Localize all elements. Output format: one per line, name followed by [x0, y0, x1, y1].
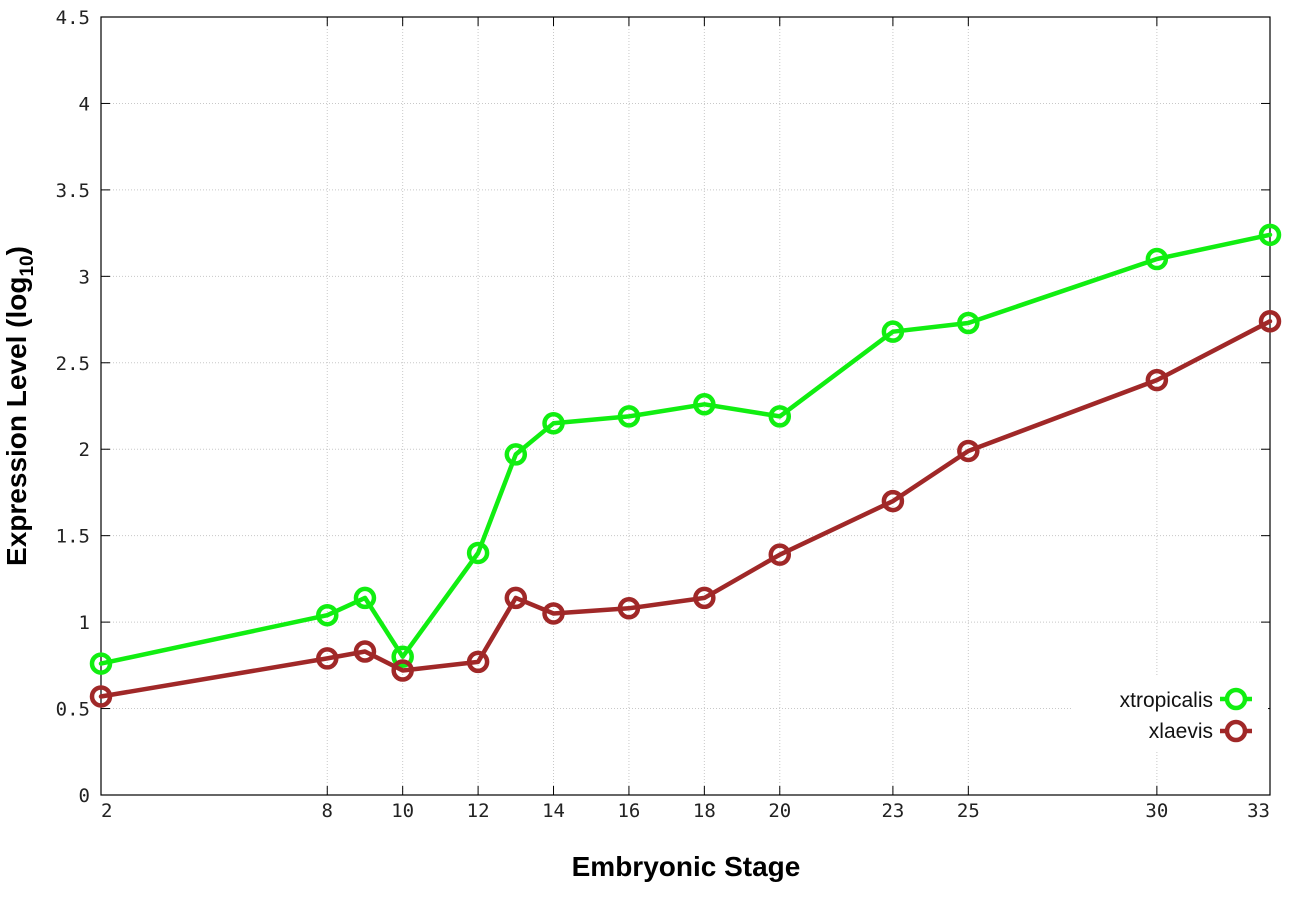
data-point-xlaevis: [617, 597, 641, 620]
y-axis-title-main: Expression Level (log: [1, 277, 32, 566]
y-tick-label: 0.5: [56, 699, 90, 721]
y-tick-label: 2: [79, 439, 90, 461]
data-point-xlaevis: [391, 659, 414, 682]
x-tick-label: 10: [391, 800, 414, 822]
y-tick-label: 1.5: [56, 526, 90, 548]
x-tick-label: 12: [467, 800, 490, 822]
y-axis-title-close: ): [1, 246, 32, 255]
x-tick-label: 25: [957, 800, 980, 822]
data-point-xlaevis: [1145, 368, 1169, 392]
y-tick-label: 1: [79, 612, 90, 634]
data-point-xtropicalis: [391, 645, 414, 668]
data-point-xlaevis: [466, 650, 490, 674]
y-axis-ticks: 0 0.5 1 1.5 2 2.5 3 3.5 4 4.5: [56, 7, 1270, 807]
x-tick-label: 14: [542, 800, 565, 822]
plot-frame: [100, 16, 1271, 796]
data-point-xtropicalis: [617, 405, 641, 428]
y-axis-title: Expression Level (log10): [1, 246, 38, 566]
x-tick-label: 18: [693, 800, 716, 822]
legend-marker-xtropicalis: [1224, 687, 1248, 711]
data-point-xtropicalis: [353, 586, 377, 610]
x-axis-title: Embryonic Stage: [572, 851, 801, 882]
data-point-xtropicalis: [768, 405, 792, 428]
data-point-xlaevis: [316, 647, 339, 670]
data-point-xlaevis: [693, 586, 716, 610]
x-tick-label: 16: [617, 800, 640, 822]
y-tick-label: 3: [79, 266, 90, 288]
data-point-xlaevis: [542, 602, 565, 625]
legend-marker-xlaevis: [1224, 719, 1248, 743]
data-point-xtropicalis: [89, 652, 113, 675]
data-point-xtropicalis: [693, 393, 716, 416]
x-tick-label: 8: [322, 800, 333, 822]
series-line-xtropicalis: [98, 232, 1273, 666]
data-point-xlaevis: [353, 640, 377, 663]
data-point-xtropicalis: [1145, 247, 1169, 271]
y-axis-title-subscript: 10: [17, 255, 38, 276]
data-point-xtropicalis: [881, 320, 905, 343]
legend-label-xlaevis: xlaevis: [1149, 720, 1213, 743]
series-group: [89, 223, 1282, 708]
y-tick-label: 0: [79, 785, 90, 807]
legend-label-xtropicalis: xtropicalis: [1120, 689, 1213, 712]
data-point-xtropicalis: [466, 541, 490, 565]
data-point-xtropicalis: [504, 443, 528, 466]
data-point-xlaevis: [768, 543, 792, 566]
data-point-xlaevis: [1258, 310, 1282, 333]
data-point-xlaevis: [89, 685, 113, 708]
x-tick-label: 30: [1145, 800, 1168, 822]
x-tick-label: 23: [881, 800, 904, 822]
x-axis-ticks: 2 8 10 12 14 16 18 20 23 25 30 33: [100, 17, 1271, 822]
data-point-xtropicalis: [957, 311, 980, 335]
y-tick-label: 3.5: [56, 180, 90, 202]
x-tick-label: 33: [1247, 800, 1270, 822]
data-point-xlaevis: [504, 586, 528, 610]
y-tick-label: 4: [79, 93, 90, 115]
data-point-xtropicalis: [542, 412, 565, 435]
x-tick-label: 20: [768, 800, 791, 822]
y-tick-label: 2.5: [56, 353, 90, 375]
y-tick-label: 4.5: [56, 7, 90, 29]
data-point-xtropicalis: [1258, 223, 1282, 247]
data-point-xtropicalis: [316, 603, 339, 627]
data-point-xlaevis: [957, 439, 980, 463]
data-point-xlaevis: [881, 489, 905, 513]
x-tick-label: 2: [101, 800, 112, 822]
